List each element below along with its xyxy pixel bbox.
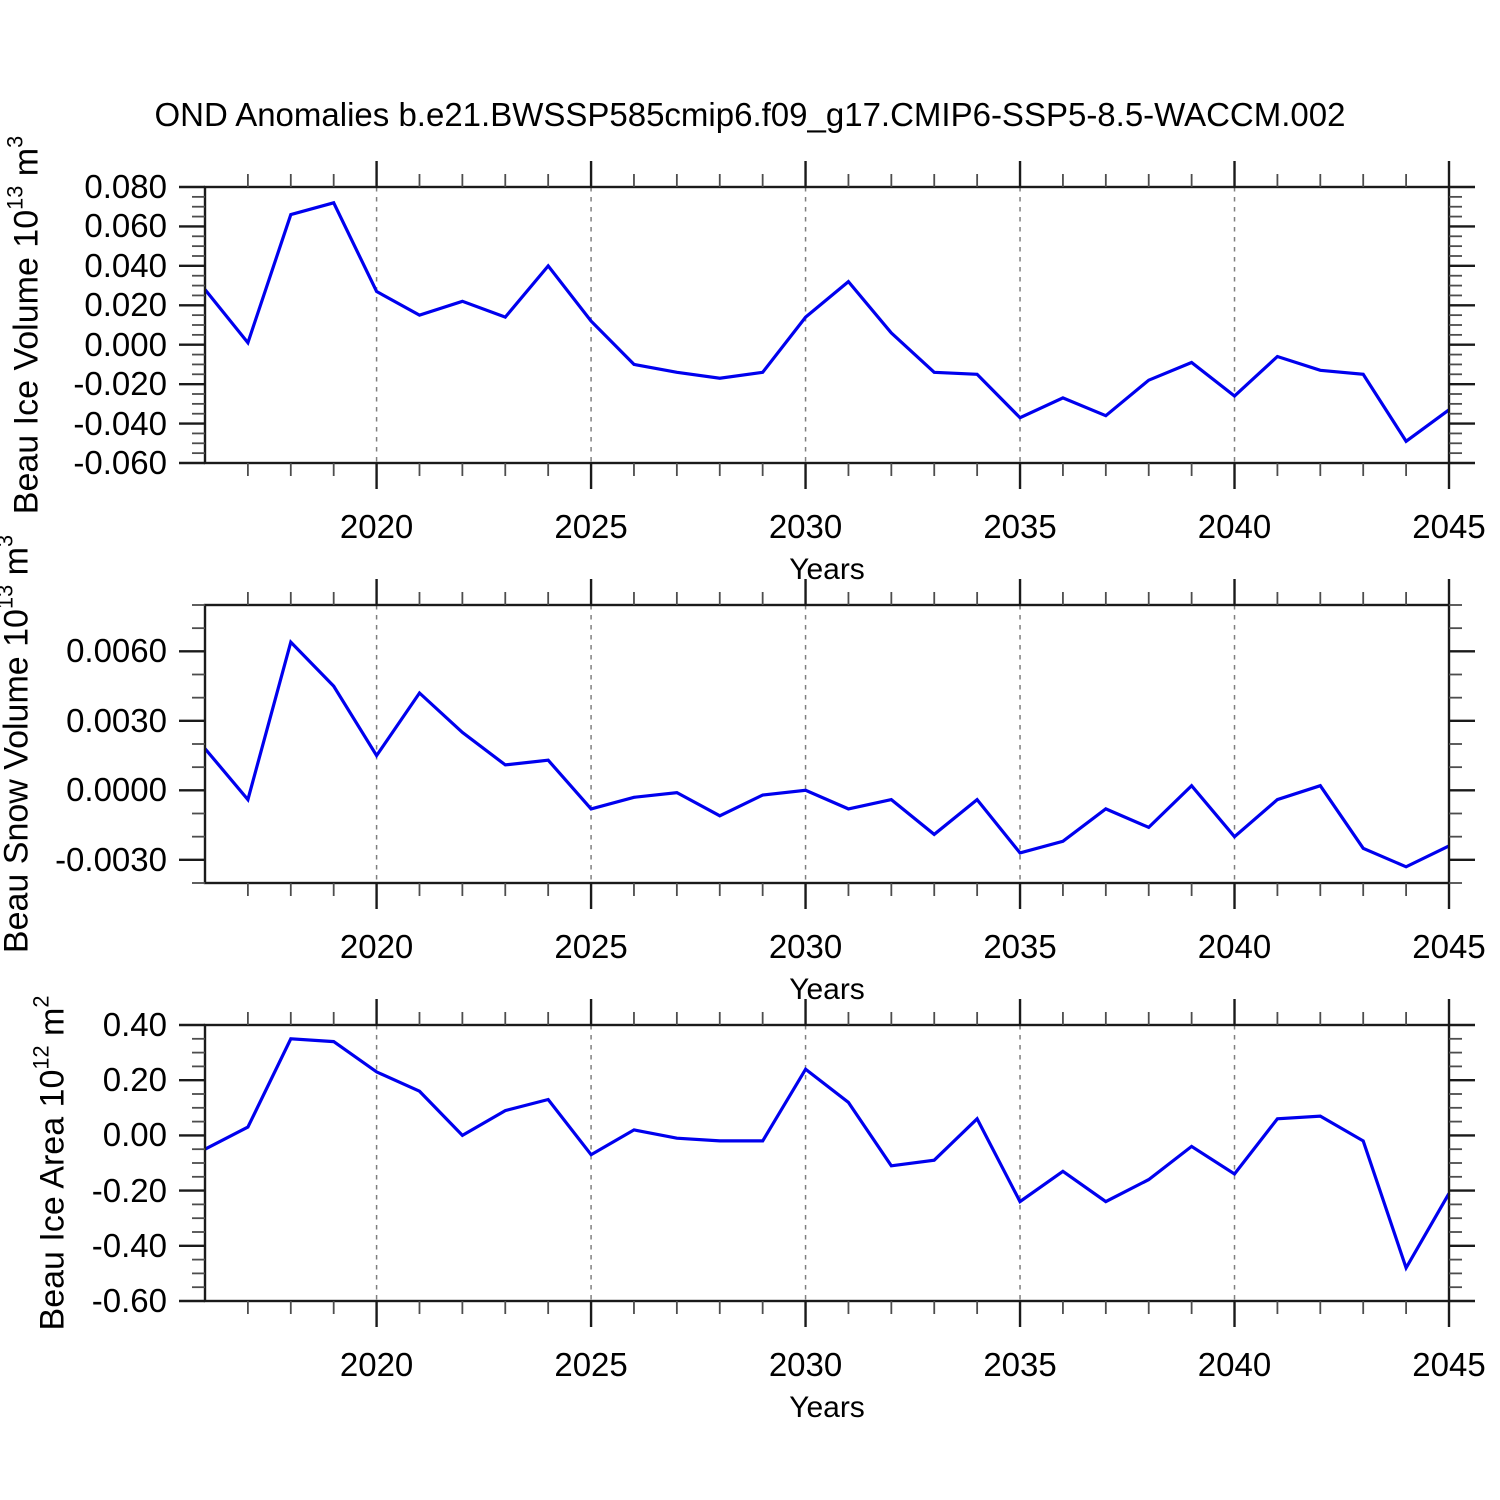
x-tick-label: 2025	[554, 1346, 628, 1383]
x-tick-label: 2045	[1412, 508, 1486, 545]
y-tick-label: 0.0060	[66, 632, 167, 670]
y-tick-label: 0.040	[84, 246, 167, 284]
y-tick-label: -0.20	[91, 1171, 167, 1209]
series-line	[203, 638, 1450, 869]
x-tick-label: 2020	[339, 508, 414, 545]
series-line	[204, 1037, 1451, 1272]
x-tick-label: 2030	[768, 1346, 843, 1383]
x-tick-label: 2025	[554, 928, 628, 965]
panel2-x-axis-title: Years	[789, 973, 865, 1006]
x-tick-label: 2040	[1197, 928, 1272, 965]
y-tick-label: -0.60	[91, 1282, 167, 1319]
x-tick-label: 2035	[983, 508, 1057, 545]
axis-box	[203, 1023, 1451, 1303]
x-tick-label: 2035	[983, 928, 1057, 965]
panel3-x-axis-title: Years	[789, 1391, 865, 1424]
x-tick-label: 2020	[339, 1346, 414, 1383]
x-tick-label: 2045	[1412, 1346, 1486, 1383]
y-title-exponent: 13	[0, 584, 18, 610]
x-tick-label: 2040	[1197, 508, 1272, 545]
y-tick-label: 0.020	[84, 286, 167, 324]
panel3-y-axis-title: Beau Ice Area 1012 m2	[28, 996, 72, 1331]
x-tick-label: 2035	[983, 1346, 1057, 1383]
y-tick-label: -0.020	[73, 365, 167, 403]
axis-box	[203, 603, 1451, 885]
y-tick-label: -0.060	[73, 444, 167, 481]
y-title-unit-exponent: 3	[0, 535, 17, 547]
x-tick-label: 2025	[554, 508, 628, 545]
y-tick-label: -0.040	[73, 404, 167, 442]
y-tick-label: 0.40	[102, 1006, 167, 1043]
x-tick-label: 2045	[1412, 928, 1486, 965]
x-tick-label: 2040	[1197, 1346, 1272, 1383]
panel1-x-axis-title: Years	[789, 553, 865, 586]
y-tick-label: -0.40	[91, 1226, 167, 1264]
y-tick-label: 0.0030	[66, 701, 167, 739]
y-title-unit-exponent: 3	[2, 135, 28, 148]
series-line	[203, 200, 1450, 444]
x-tick-label: 2030	[768, 508, 843, 545]
y-tick-label: 0.060	[84, 207, 167, 245]
y-title-unit: m	[0, 547, 36, 585]
y-tick-label: -0.0030	[55, 840, 167, 878]
x-tick-label: 2020	[339, 928, 414, 965]
y-tick-label: 0.20	[102, 1061, 167, 1099]
y-tick-label: 0.00	[102, 1116, 167, 1154]
panel2-y-axis-title: Beau Snow Volume 1013 m3	[0, 535, 37, 953]
figure-title: OND Anomalies b.e21.BWSSP585cmip6.f09_g1…	[154, 96, 1346, 133]
y-tick-label: 0.000	[84, 325, 167, 363]
axis-box	[203, 185, 1451, 465]
x-tick-label: 2030	[768, 928, 843, 965]
y-tick-label: 0.080	[84, 168, 167, 205]
y-tick-label: 0.0000	[66, 771, 167, 809]
